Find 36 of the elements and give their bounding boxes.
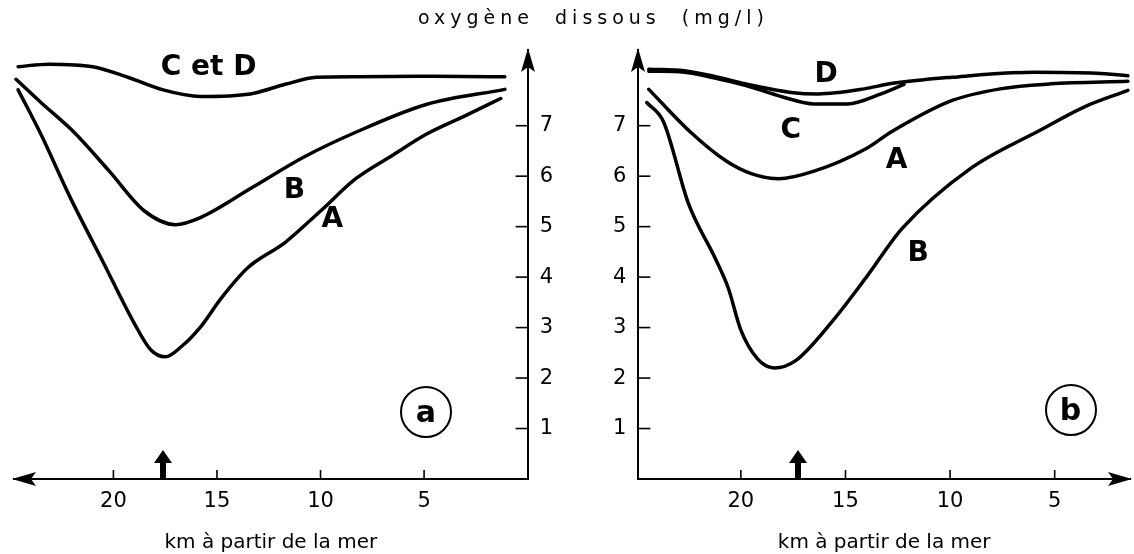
x-tick-label: 5 xyxy=(417,487,431,512)
y-tick-label: 5 xyxy=(612,213,627,238)
y-tick-label: 6 xyxy=(612,162,627,187)
y-tick-label: 3 xyxy=(612,314,627,339)
x-tick-label: 10 xyxy=(307,487,334,512)
annotation: a xyxy=(415,394,437,430)
x-axis-title: km à partir de la mer xyxy=(777,529,992,554)
y-tick-label: 7 xyxy=(539,112,554,137)
x-tick-label: 20 xyxy=(727,487,755,512)
y-tick-label: 2 xyxy=(539,364,554,389)
x-tick-label: 15 xyxy=(203,487,231,512)
y-tick-label: 4 xyxy=(612,263,627,288)
series-label: A xyxy=(885,141,908,175)
annotation: b xyxy=(1059,391,1082,427)
y-tick-label: 1 xyxy=(612,414,627,439)
y-tick-label: 4 xyxy=(539,263,554,288)
y-axis-title: oxygène dissous (mg/l) xyxy=(418,5,769,29)
series-label: A xyxy=(321,200,344,234)
series-label: B xyxy=(283,171,306,205)
y-tick-label: 7 xyxy=(612,112,627,137)
y-tick-label: 3 xyxy=(539,314,554,339)
x-tick-label: 15 xyxy=(832,487,859,512)
circle-outline: a xyxy=(399,386,452,439)
series-label: C et D xyxy=(160,49,257,83)
series-label: B xyxy=(907,235,929,269)
x-tick-label: 20 xyxy=(100,487,127,512)
series-label: C xyxy=(780,111,802,145)
circle-outline: b xyxy=(1044,383,1097,436)
y-tick-label: 6 xyxy=(539,162,554,187)
y-tick-label: 5 xyxy=(539,213,554,238)
series-label: D xyxy=(814,55,838,89)
y-tick-label: 1 xyxy=(539,414,554,439)
y-tick-label: 2 xyxy=(612,364,627,389)
x-tick-label: 5 xyxy=(1048,487,1062,512)
x-tick-label: 10 xyxy=(936,487,964,512)
x-axis-title: km à partir de la mer xyxy=(164,529,378,554)
